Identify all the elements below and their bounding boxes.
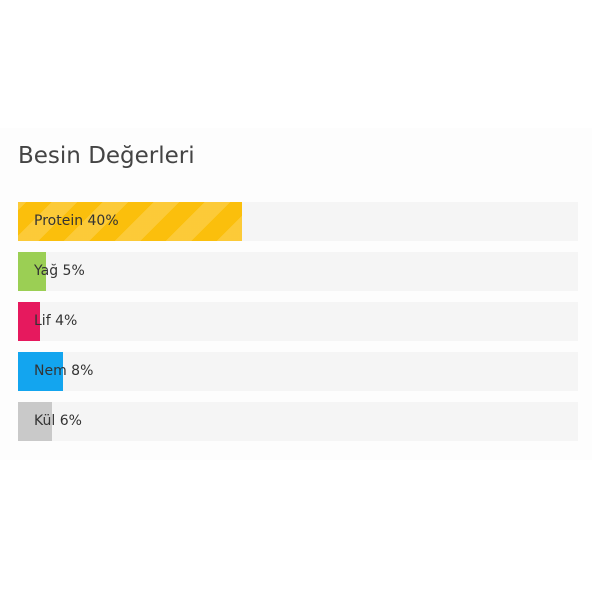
nutrient-label: Lif 4% bbox=[34, 313, 78, 329]
progress-fill bbox=[18, 202, 242, 241]
nutrient-bar-ash: Kül 6% bbox=[18, 402, 578, 441]
progress-fill bbox=[18, 302, 41, 341]
nutrient-bar-protein: Protein 40% bbox=[18, 202, 578, 241]
progress-fill bbox=[18, 402, 52, 441]
progress-fill bbox=[18, 252, 46, 291]
section-title: Besin Değerleri bbox=[18, 143, 195, 169]
progress-fill bbox=[18, 352, 63, 391]
nutrient-bar-list: Protein 40% Yağ 5% Lif 4% Nem 8% Kül 6% bbox=[18, 202, 578, 452]
nutrient-label: Protein 40% bbox=[34, 213, 119, 229]
nutrient-bar-fat: Yağ 5% bbox=[18, 252, 578, 291]
nutrient-label: Kül 6% bbox=[34, 413, 82, 429]
nutrient-label: Yağ 5% bbox=[34, 263, 85, 279]
nutrient-bar-moisture: Nem 8% bbox=[18, 352, 578, 391]
nutrient-label: Nem 8% bbox=[34, 363, 94, 379]
nutrient-bar-fiber: Lif 4% bbox=[18, 302, 578, 341]
